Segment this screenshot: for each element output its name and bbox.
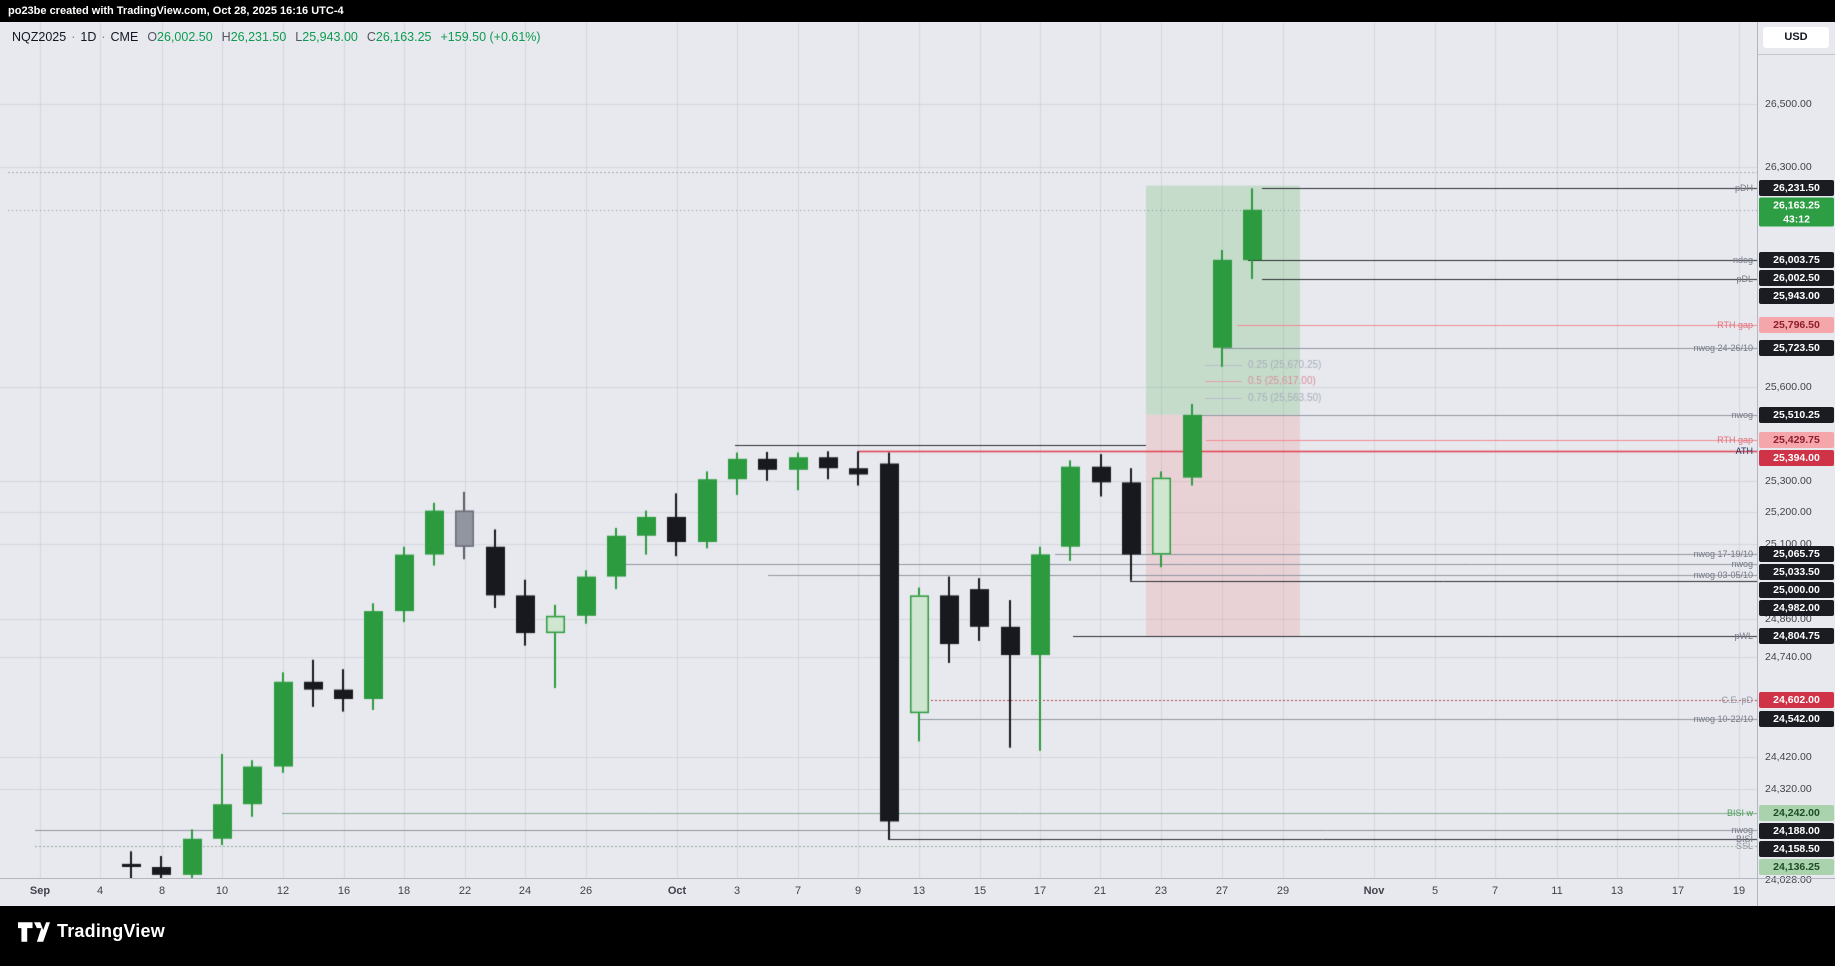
chart-interval: 1D bbox=[80, 30, 97, 44]
footer: TradingView bbox=[0, 906, 1835, 966]
price-scale[interactable]: USD 26,500.00 26,300.00 25,600.00 25,300.00… bbox=[1757, 22, 1835, 906]
y-axis-tick: 24,420.00 bbox=[1765, 751, 1812, 764]
x-axis-tick: 26 bbox=[579, 885, 593, 897]
tradingview-logo[interactable]: TradingView bbox=[18, 921, 165, 942]
y-axis-tick: 24,320.00 bbox=[1765, 782, 1812, 795]
x-axis-tick: 13 bbox=[1610, 885, 1624, 897]
legend-separator: · bbox=[71, 30, 76, 44]
x-axis-tick: 19 bbox=[1732, 885, 1746, 897]
low-label: L bbox=[295, 30, 303, 44]
price-badge: 24,242.00 bbox=[1759, 805, 1834, 821]
y-axis-tick: 26,500.00 bbox=[1765, 98, 1812, 110]
x-axis-tick: Oct bbox=[667, 885, 687, 897]
tradingview-logo-icon bbox=[18, 921, 50, 942]
price-badge: 24,136.25 bbox=[1759, 859, 1834, 875]
y-axis-tick: 26,300.00 bbox=[1765, 160, 1812, 173]
y-axis-tick: 24,740.00 bbox=[1765, 650, 1812, 663]
price-badge: 26,163.25 43:12 bbox=[1759, 197, 1834, 227]
x-axis-tick: 10 bbox=[215, 885, 229, 897]
x-axis-tick: 16 bbox=[337, 885, 351, 897]
price-scale-separator bbox=[1758, 54, 1835, 55]
x-axis-tick: 9 bbox=[854, 885, 862, 897]
price-badge: 24,158.50 bbox=[1759, 841, 1834, 857]
y-axis-tick: 25,600.00 bbox=[1765, 380, 1812, 393]
x-axis-tick: 17 bbox=[1033, 885, 1047, 897]
price-badge: 24,542.00 bbox=[1759, 710, 1834, 727]
x-axis-tick: 11 bbox=[1551, 885, 1563, 897]
y-axis-tick: 24,028.00 bbox=[1765, 874, 1812, 887]
open-label: O bbox=[147, 30, 158, 44]
price-badge: 26,002.50 bbox=[1759, 269, 1834, 286]
x-axis-tick: 18 bbox=[397, 885, 411, 897]
price-badge: 25,394.00 bbox=[1759, 450, 1834, 467]
time-scale[interactable]: Sep 4 8 10 12 16 18 22 24 26 Oct 3 7 9 13 15 17 21 23 27 29 N… bbox=[0, 879, 1757, 906]
price-badge: 26,231.50 bbox=[1759, 180, 1834, 197]
x-axis-tick: 5 bbox=[1431, 885, 1439, 897]
high-value: 26,231.50 bbox=[230, 30, 287, 44]
close-value: 26,163.25 bbox=[375, 30, 432, 44]
x-axis-tick: 24 bbox=[518, 885, 532, 897]
x-axis-tick: Sep bbox=[29, 885, 51, 897]
price-badge: 25,943.00 bbox=[1759, 287, 1834, 304]
x-axis-tick: 23 bbox=[1154, 885, 1168, 897]
close-label: C bbox=[366, 30, 376, 44]
low-value: 25,943.00 bbox=[302, 30, 358, 44]
y-axis-tick: 25,200.00 bbox=[1765, 506, 1812, 519]
price-badge: 24,804.75 bbox=[1759, 628, 1834, 645]
export-banner: po23be created with TradingView.com, Oct… bbox=[0, 0, 1835, 22]
currency-usd-button[interactable]: USD bbox=[1763, 27, 1829, 48]
x-axis-tick: 3 bbox=[733, 885, 741, 897]
x-axis-tick: 8 bbox=[158, 885, 166, 897]
price-chart-canvas[interactable] bbox=[0, 22, 1757, 878]
change-value: +159.50 (+0.61%) bbox=[440, 30, 541, 44]
price-badge: 25,510.25 bbox=[1759, 406, 1834, 423]
x-axis-tick: 29 bbox=[1276, 885, 1290, 897]
legend-separator: · bbox=[101, 30, 106, 44]
x-axis-tick: 15 bbox=[973, 885, 987, 897]
price-badge: 25,033.50 bbox=[1759, 564, 1834, 581]
high-label: H bbox=[221, 30, 231, 44]
x-axis-tick: 21 bbox=[1093, 885, 1107, 897]
symbol-legend: NQZ2025 · 1D · CME O26,002.50 H26,231.50 L25,94… bbox=[12, 30, 541, 44]
x-axis-tick: 7 bbox=[1491, 885, 1499, 897]
exchange-name: CME bbox=[110, 30, 139, 44]
price-badge: 25,723.50 bbox=[1759, 339, 1834, 356]
x-axis-tick: 7 bbox=[794, 885, 802, 897]
price-badge: 25,000.00 bbox=[1759, 582, 1834, 599]
symbol-name: NQZ2025 bbox=[12, 30, 67, 44]
x-axis-tick: 12 bbox=[276, 885, 290, 897]
price-badge: 26,003.75 bbox=[1759, 251, 1834, 268]
x-axis-tick: 22 bbox=[458, 885, 472, 897]
x-axis-tick: 13 bbox=[912, 885, 926, 897]
open-value: 26,002.50 bbox=[157, 30, 213, 44]
price-badge: 25,429.75 bbox=[1759, 432, 1834, 449]
time-scale-separator bbox=[0, 878, 1835, 879]
chart-pane[interactable]: NQZ2025 · 1D · CME O26,002.50 H26,231.50 L25,94… bbox=[0, 22, 1757, 906]
x-axis-tick: 17 bbox=[1671, 885, 1685, 897]
price-badge: 24,188.00 bbox=[1759, 823, 1834, 839]
y-axis-tick: 25,300.00 bbox=[1765, 474, 1812, 487]
price-badge: 25,796.50 bbox=[1759, 316, 1834, 333]
x-axis-tick: 4 bbox=[96, 885, 104, 897]
price-badge: 24,602.00 bbox=[1759, 691, 1834, 708]
tradingview-logo-text: TradingView bbox=[57, 921, 165, 941]
price-badge: 25,065.75 bbox=[1759, 546, 1834, 563]
x-axis-tick: 27 bbox=[1215, 885, 1229, 897]
price-badge: 24,982.00 bbox=[1759, 600, 1834, 617]
x-axis-tick: Nov bbox=[1363, 885, 1385, 897]
